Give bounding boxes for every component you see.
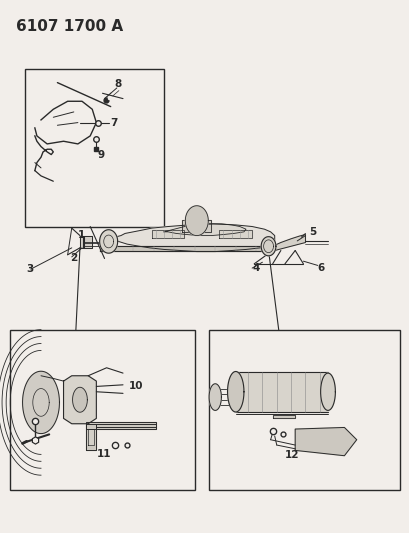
Text: 6107 1700 A: 6107 1700 A xyxy=(16,19,123,34)
Text: 3: 3 xyxy=(27,264,34,274)
Bar xyxy=(209,330,399,490)
Polygon shape xyxy=(294,427,356,456)
Polygon shape xyxy=(164,224,245,236)
Bar xyxy=(10,330,194,490)
Polygon shape xyxy=(185,206,208,236)
Text: 7: 7 xyxy=(110,118,118,127)
Polygon shape xyxy=(227,372,243,412)
Polygon shape xyxy=(151,230,184,238)
Polygon shape xyxy=(209,384,221,410)
Text: 8: 8 xyxy=(115,79,122,88)
Text: 9: 9 xyxy=(97,150,104,159)
Text: 6: 6 xyxy=(317,263,324,272)
Polygon shape xyxy=(88,429,94,445)
Polygon shape xyxy=(182,220,211,232)
Polygon shape xyxy=(235,372,327,412)
Text: 10: 10 xyxy=(129,382,143,391)
Polygon shape xyxy=(63,376,96,424)
Text: 11: 11 xyxy=(96,449,110,459)
Polygon shape xyxy=(99,230,117,253)
Text: 5: 5 xyxy=(309,227,316,237)
Text: 4: 4 xyxy=(252,263,259,273)
Polygon shape xyxy=(86,422,155,429)
Polygon shape xyxy=(72,387,87,412)
Text: 12: 12 xyxy=(284,450,299,460)
Polygon shape xyxy=(112,224,274,252)
Text: 1: 1 xyxy=(78,230,85,240)
Polygon shape xyxy=(268,235,305,251)
Polygon shape xyxy=(261,237,275,256)
Bar xyxy=(25,69,164,227)
Text: 2: 2 xyxy=(70,253,77,263)
Polygon shape xyxy=(320,373,335,410)
Polygon shape xyxy=(219,230,252,238)
Polygon shape xyxy=(100,246,268,251)
Polygon shape xyxy=(80,236,92,248)
Polygon shape xyxy=(22,372,59,433)
Polygon shape xyxy=(86,424,96,450)
Polygon shape xyxy=(272,415,294,418)
